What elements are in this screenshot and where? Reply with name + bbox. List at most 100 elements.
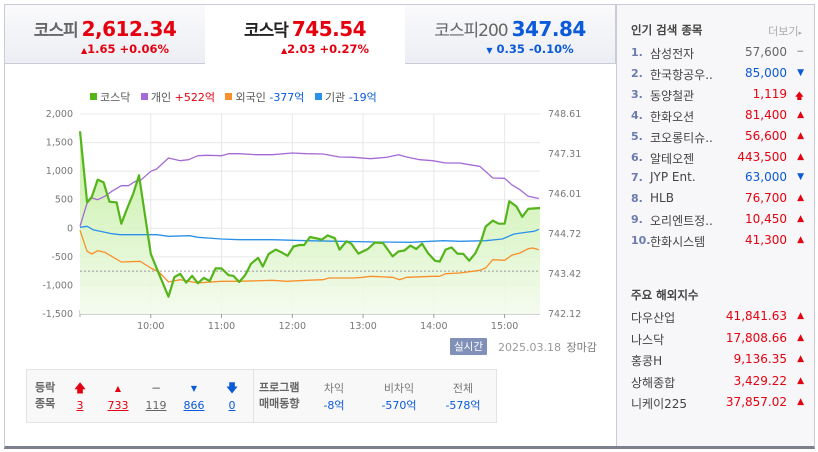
stock-name[interactable]: 코오롱티슈.. [650,130,713,145]
legend-institution: 기관 -19억 [314,91,377,104]
rank: 3. [631,87,643,101]
right-axis-tick: 746.01 [548,189,581,200]
program-value: -570억 [381,399,417,412]
legend-swatch [314,93,322,100]
popular-item[interactable]: 10. 한화시스템 41,300 ▲ [631,233,807,254]
index-name[interactable]: 나스닥 [631,332,665,347]
down-triangle-icon: ▼ [797,67,804,78]
tab-name: 코스피 [33,21,79,41]
rank: 4. [631,108,643,122]
rank: 10. [631,234,651,248]
program-label: 프로그램 매매동향 [259,381,300,410]
rank: 6. [631,150,643,164]
up-triangle-icon: ▲ [797,235,804,246]
stock-name[interactable]: 오리엔트정.. [650,214,713,229]
popular-item[interactable]: 7. JYP Ent. 63,000 ▼ [631,170,807,191]
right-axis-tick: 748.61 [548,109,581,120]
market-status: 장마감 [566,341,597,354]
stock-price: 1,119 [752,86,787,101]
right-axis-tick: 742.12 [548,309,581,320]
time-axis-tick: 10:00 [137,321,164,332]
time-axis-tick: 15:00 [491,321,518,332]
intraday-chart: 2,000 1,500 1,000 500 0 -500 -1,000 -1,500 748.6… [42,109,581,332]
lower-limit-icon: 🡇 [225,381,239,395]
program-header: 전체 [452,382,474,395]
stock-price: 56,600 [745,128,787,143]
stock-name[interactable]: JYP Ent. [650,170,696,185]
time-axis-tick: 12:00 [279,321,306,332]
stock-price: 76,700 [745,191,787,206]
popular-item[interactable]: 5. 코오롱티슈.. 56,600 ▲ [631,129,807,150]
stock-name[interactable]: 삼성전자 [650,47,695,61]
kosdaq-area-fill [80,131,540,314]
stock-price: 57,600 [745,45,787,59]
overseas-title: 주요 해외지수 [631,288,699,302]
index-name[interactable]: 다우산업 [631,311,676,325]
rank: 7. [631,171,643,185]
right-panel: 인기 검색 종목 더보기▸ 1. 삼성전자 57,600− 2. 한국항공우.. 85,0… [616,5,814,446]
up-triangle-icon: ▲ [797,193,804,204]
up-triangle-icon: ▲ [797,397,804,407]
upper-limit-arrow-icon: 🡅 [794,91,804,102]
popular-item[interactable]: 4. 한화오션 81,400 ▲ [631,108,807,129]
more-link[interactable]: 더보기▸ [768,25,802,38]
program-header: 비차익 [383,382,415,395]
stock-name[interactable]: 한화오션 [650,109,695,124]
divider [253,370,254,422]
realtime-badge[interactable]: 실시간 [450,338,487,355]
tab-kospi[interactable]: 코스피 2,612.34 ▲1.65 +0.06% [5,5,206,64]
stock-price: 85,000 [745,65,787,80]
left-axis-tick: -1,000 [42,280,73,291]
stock-name[interactable]: 알테오젠 [650,151,695,166]
popular-item[interactable]: 2. 한국항공우.. 85,000 ▼ [631,66,807,87]
breadth-count[interactable]: 0 [228,399,236,412]
popular-item[interactable]: 6. 알테오젠 443,500 ▲ [631,150,807,171]
legend-swatch [90,93,97,100]
chart-legend: 코스닥 개인 +522억 외국인 -377억 기관 -19억 [90,89,384,105]
up-triangle-icon: ▲ [280,46,288,55]
popular-item[interactable]: 9. 오리엔트정.. 10,450 ▲ [631,212,807,233]
down-triangle-icon: ▼ [486,46,493,55]
breadth-item[interactable]: 🡇 0 [214,380,250,414]
stock-name[interactable]: 한화시스템 [650,235,706,250]
stock-name[interactable]: HLB [650,191,674,206]
index-value: 41,841.63 [725,309,787,323]
legend-swatch [225,93,233,100]
popular-item[interactable]: 1. 삼성전자 57,600− [631,45,807,66]
up-triangle-icon: ▲ [797,332,804,343]
market-date: 2025.03.18 장마감 [498,341,597,354]
breadth-item[interactable]: ▼ 866 [176,380,212,414]
index-name[interactable]: 홍콩H [631,354,663,368]
popular-item[interactable]: 8. HLB 76,700 ▲ [631,191,807,212]
index-name[interactable]: 니케이225 [631,397,688,411]
program-value: -578억 [445,399,481,412]
legend-individual: 개인 +522억 [140,91,215,104]
index-name[interactable]: 상해종합 [631,375,676,390]
breadth-item[interactable]: 🡅 3 [62,380,98,414]
stock-name[interactable]: 한국항공우.. [650,67,713,82]
breadth-item[interactable]: − 119 [138,380,174,414]
caret-right-icon: ▸ [798,29,802,37]
breadth-count[interactable]: 733 [107,399,129,412]
tab-kospi200[interactable]: 코스피200 347.84 ▼ 0.35 -0.10% [405,5,616,64]
rank: 8. [631,192,643,206]
breadth-item[interactable]: ▲ 733 [100,380,136,414]
breadth-count[interactable]: 119 [145,399,167,412]
tab-kosdaq[interactable]: 코스닥 745.54 ▲2.03 +0.27% [205,5,406,64]
breadth-count[interactable]: 866 [183,399,205,412]
program-item: 전체 -578억 [433,380,493,414]
up-triangle-icon: ▲ [797,130,804,141]
popular-item[interactable]: 3. 동양철관 1,119 🡅 [631,87,807,108]
program-item: 비차익 -570억 [369,380,429,414]
market-widget [4,4,815,449]
breadth-count[interactable]: 3 [76,399,84,412]
left-axis-tick: -500 [51,252,73,263]
stock-name[interactable]: 동양철관 [650,88,695,103]
stock-price: 63,000 [745,170,787,185]
tab-name: 코스닥 [243,21,289,41]
left-axis-tick: 2,000 [46,109,73,120]
right-axis-tick: 744.72 [548,229,581,240]
index-value: 17,808.66 [725,330,787,345]
series-line-institution [79,225,540,243]
rank: 2. [631,66,643,80]
